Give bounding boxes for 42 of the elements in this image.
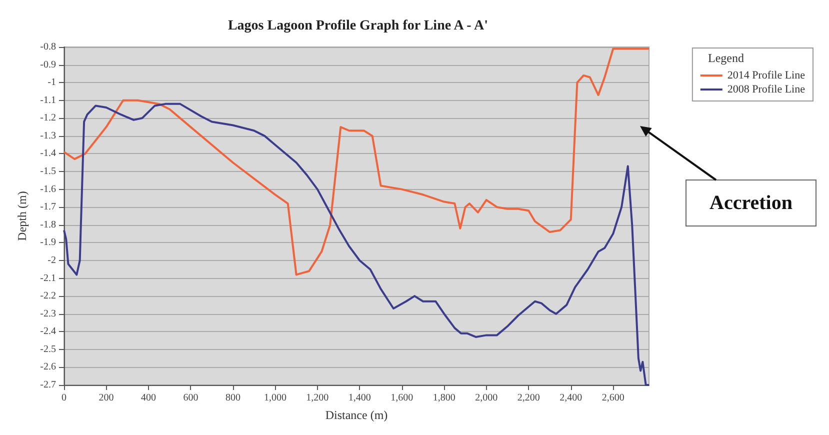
y-tick-label: -2 — [48, 254, 56, 266]
y-tick-label: -2.6 — [40, 362, 56, 373]
x-axis-title: Distance (m) — [325, 408, 388, 422]
y-axis-title: Depth (m) — [15, 191, 29, 241]
legend-title: Legend — [708, 51, 744, 65]
line-series — [63, 48, 650, 276]
chart-title: Lagos Lagoon Profile Graph for Line A - A' — [228, 18, 488, 34]
x-tick-label: 1,800 — [432, 392, 456, 404]
x-tick-label: 1,200 — [306, 392, 329, 404]
x-tick-label: 2,600 — [602, 392, 624, 404]
y-tick-label: -1.6 — [40, 184, 56, 195]
y-tick-label: -1.7 — [40, 202, 56, 213]
y-tick-label: -2.5 — [40, 344, 56, 355]
y-tick-label: -0.8 — [40, 42, 56, 52]
y-tick-label: -1.9 — [40, 237, 56, 248]
y-tick-label: -2.2 — [40, 290, 56, 302]
y-tick-label: -0.9 — [40, 59, 56, 70]
y-tick-label: -1.2 — [40, 112, 56, 124]
x-tick-label: 2,200 — [517, 392, 540, 404]
y-tick-label: -2.7 — [40, 380, 56, 390]
x-tick-label: 0 — [62, 392, 66, 404]
y-tick-label: -2.3 — [40, 308, 56, 320]
legend-label: 2014 Profile Line — [727, 70, 806, 82]
x-tick-label: 2,000 — [475, 392, 498, 404]
text: Accretion — [710, 192, 792, 214]
x-tick-label: 600 — [183, 392, 198, 404]
x-tick-label: 1,400 — [348, 392, 371, 404]
y-tick-label: -2.1 — [40, 272, 56, 284]
y-tick-label: -1.8 — [40, 219, 56, 230]
y-tick-label: -1.4 — [40, 148, 56, 160]
x-tick-label: 1,600 — [390, 392, 414, 404]
y-tick-label: -2.4 — [40, 326, 56, 338]
y-tick-label: -1.1 — [40, 94, 56, 106]
y-tick-label: -1.5 — [40, 166, 56, 178]
y-tick-label: -1 — [48, 77, 56, 88]
x-tick-label: 800 — [225, 392, 240, 404]
x-tick-label: 400 — [140, 392, 156, 404]
y-tick-label: -1.3 — [40, 130, 56, 142]
x-tick-label: 2,400 — [560, 392, 582, 404]
legend-label: 2008 Profile Line — [727, 84, 806, 96]
x-tick-label: 200 — [98, 392, 114, 404]
x-tick-label: 1,000 — [264, 392, 286, 404]
